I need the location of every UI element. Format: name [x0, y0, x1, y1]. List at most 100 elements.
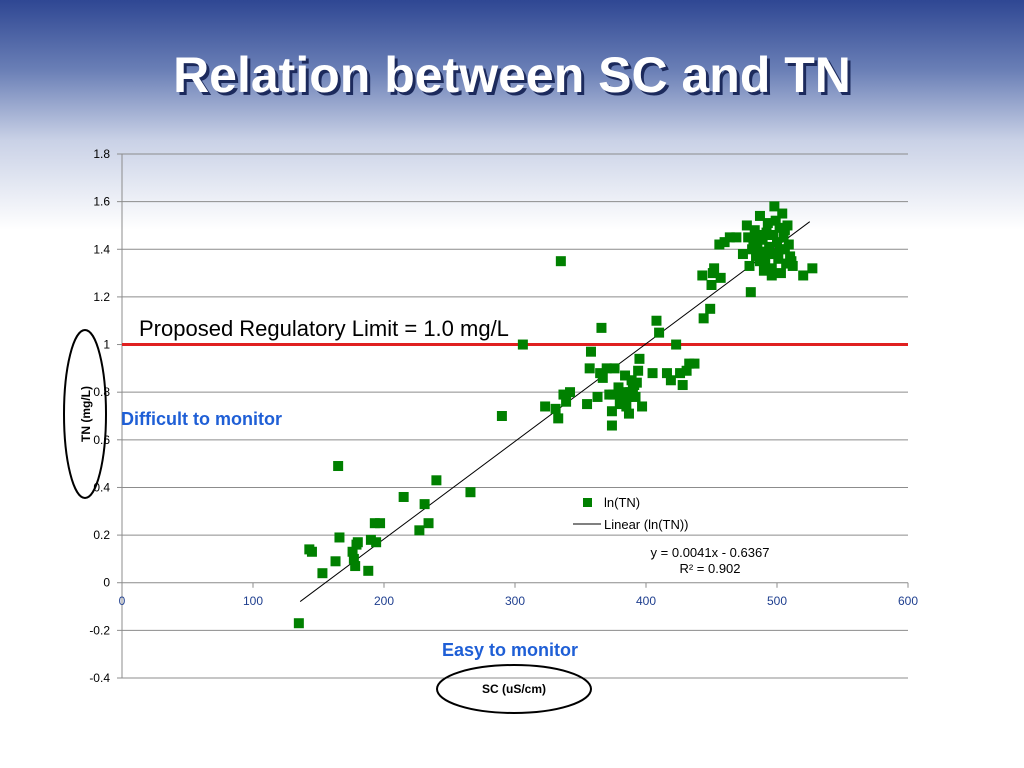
easy-to-monitor-note: Easy to monitor — [442, 640, 578, 660]
data-point — [787, 260, 798, 271]
data-point — [781, 258, 792, 269]
data-point — [365, 534, 376, 545]
data-point — [561, 396, 572, 407]
y-axis-label: TN (mg/L) — [79, 386, 93, 442]
data-point — [762, 218, 773, 229]
data-point — [550, 403, 561, 414]
data-point — [317, 568, 328, 579]
data-point — [609, 363, 620, 374]
y-tick-label: 1.8 — [93, 147, 110, 161]
data-points — [293, 201, 818, 629]
data-point — [754, 256, 765, 267]
data-point — [675, 368, 686, 379]
y-tick-label: 1 — [103, 338, 110, 352]
data-point — [369, 518, 380, 529]
data-point — [769, 201, 780, 212]
legend-label-points: ln(TN) — [604, 495, 640, 510]
data-point — [558, 389, 569, 400]
data-point — [765, 249, 776, 260]
data-point — [651, 315, 662, 326]
data-point — [705, 303, 716, 314]
y-tick-label: 0.2 — [93, 528, 110, 542]
data-point — [620, 370, 631, 381]
data-point — [608, 389, 619, 400]
data-point — [654, 327, 665, 338]
data-point — [637, 401, 648, 412]
data-point — [798, 270, 809, 281]
data-point — [540, 401, 551, 412]
data-point — [423, 518, 434, 529]
data-point — [762, 229, 773, 240]
data-point — [582, 399, 593, 410]
data-point — [671, 339, 682, 350]
trendline-r-squared: R² = 0.902 — [679, 561, 740, 576]
data-point — [348, 553, 359, 564]
y-tick-label: 1.6 — [93, 195, 110, 209]
data-point — [697, 270, 708, 281]
trendline-equation: y = 0.0041x - 0.6367 — [651, 545, 770, 560]
data-point — [621, 401, 632, 412]
y-tick-label: -0.4 — [89, 671, 110, 685]
data-point — [724, 232, 735, 243]
data-point — [783, 239, 794, 250]
data-point — [757, 234, 768, 245]
data-point — [606, 406, 617, 417]
data-point — [770, 215, 781, 226]
data-point — [633, 365, 644, 376]
data-point — [350, 561, 361, 572]
data-point — [775, 268, 786, 279]
data-point — [634, 353, 645, 364]
data-point — [661, 368, 672, 379]
data-point — [743, 232, 754, 243]
data-point — [714, 239, 725, 250]
data-point — [770, 249, 781, 260]
data-point — [496, 411, 507, 421]
data-point — [419, 499, 430, 510]
data-point — [333, 461, 344, 472]
data-point — [681, 365, 692, 376]
data-point — [617, 394, 628, 405]
legend-label-trendline: Linear (ln(TN)) — [604, 517, 689, 532]
data-point — [774, 222, 785, 233]
data-point — [352, 537, 363, 548]
data-point — [613, 382, 624, 393]
data-point — [293, 618, 304, 629]
data-point — [597, 372, 608, 383]
data-point — [363, 565, 374, 576]
data-point — [596, 322, 607, 333]
regulatory-limit-label: Proposed Regulatory Limit = 1.0 mg/L — [139, 316, 509, 341]
data-point — [330, 556, 341, 567]
data-point — [553, 413, 564, 424]
data-point — [764, 241, 775, 252]
data-point — [719, 237, 730, 248]
data-point — [592, 391, 603, 402]
data-point — [715, 272, 726, 283]
x-tick-label: 500 — [767, 594, 787, 608]
data-point — [677, 380, 688, 391]
data-point — [772, 237, 782, 248]
x-tick-label: 200 — [374, 594, 394, 608]
data-point — [766, 263, 777, 274]
ylabel-highlight-ellipse — [63, 329, 107, 499]
legend-marker — [583, 498, 592, 507]
data-point — [631, 377, 642, 388]
data-point — [766, 270, 777, 281]
data-point — [760, 256, 771, 267]
data-point — [689, 358, 700, 369]
data-point — [334, 532, 345, 543]
data-point — [647, 368, 658, 379]
data-point — [778, 232, 789, 243]
difficult-to-monitor-note: Difficult to monitor — [121, 409, 282, 429]
x-tick-label: 600 — [898, 594, 918, 608]
data-point — [684, 358, 695, 369]
data-point — [601, 363, 612, 374]
data-point — [665, 375, 676, 386]
data-point — [779, 225, 790, 236]
x-tick-label: 300 — [505, 594, 525, 608]
data-point — [741, 220, 752, 231]
axes — [117, 153, 909, 679]
data-point — [756, 246, 767, 257]
y-tick-label: 1.2 — [93, 290, 110, 304]
data-point — [585, 346, 596, 357]
